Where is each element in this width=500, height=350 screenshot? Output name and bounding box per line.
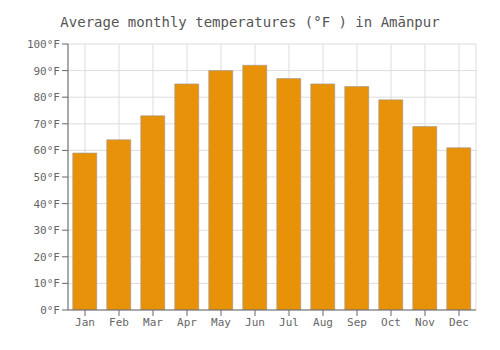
svg-text:Jul: Jul [279, 316, 299, 329]
svg-text:Apr: Apr [177, 316, 197, 329]
svg-text:Feb: Feb [109, 316, 129, 329]
svg-text:Dec: Dec [449, 316, 469, 329]
svg-text:Mar: Mar [143, 316, 163, 329]
svg-text:70°F: 70°F [34, 118, 61, 131]
svg-text:40°F: 40°F [34, 198, 61, 211]
svg-text:Sep: Sep [347, 316, 367, 329]
svg-text:30°F: 30°F [34, 224, 61, 237]
svg-text:50°F: 50°F [34, 171, 61, 184]
svg-text:60°F: 60°F [34, 144, 61, 157]
svg-text:80°F: 80°F [34, 91, 61, 104]
svg-text:100°F: 100°F [27, 38, 60, 51]
svg-text:Jun: Jun [245, 316, 265, 329]
svg-text:Aug: Aug [313, 316, 333, 329]
svg-text:Oct: Oct [381, 316, 401, 329]
svg-text:90°F: 90°F [34, 65, 61, 78]
svg-text:0°F: 0°F [40, 304, 60, 317]
svg-text:May: May [211, 316, 231, 329]
html-text:Average monthly temperatures (: Average monthly temperatures (°F ) in Am… [60, 14, 440, 30]
svg-text:20°F: 20°F [34, 251, 61, 264]
svg-text:Jan: Jan [75, 316, 95, 329]
svg-text:10°F: 10°F [34, 277, 61, 290]
svg-text:Nov: Nov [415, 316, 435, 329]
